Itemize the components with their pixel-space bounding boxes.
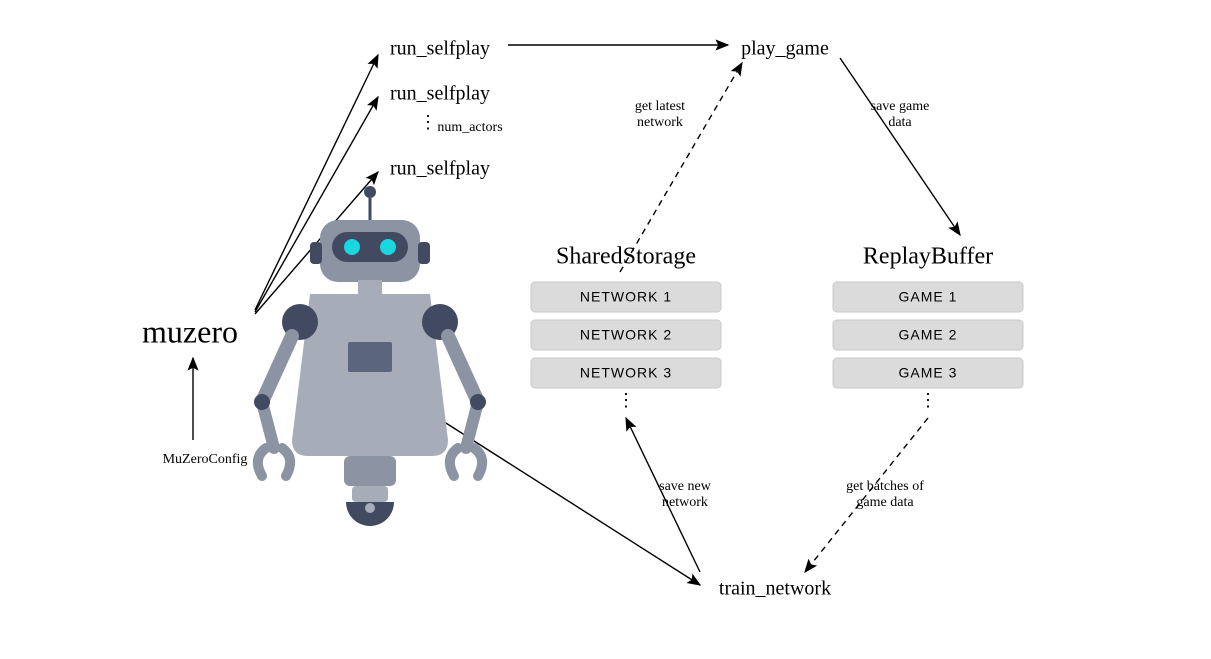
edge-label-get-batches: game data [856,495,914,510]
muzero-label: muzero [142,313,238,349]
vdots: ⋮ [617,390,635,410]
play-game-label: play_game [741,38,829,60]
network-item-label: NETWORK 1 [580,289,672,305]
edge-label-save-game: data [888,115,912,130]
edge-label-save-game: save game [871,99,930,114]
network-item-label: NETWORK 2 [580,327,672,343]
nodes-layer: muzero MuZeroConfig run_selfplay run_selfpl… [142,38,993,600]
edge-label-get-batches: get batches of [846,479,924,494]
game-item-label: GAME 2 [899,327,958,343]
network-item-label: NETWORK 3 [580,365,672,381]
storage-layer: NETWORK 1 NETWORK 2 NETWORK 3 ⋮ GAME 1 GAME 2… [531,282,1023,410]
vdots: ⋮ [919,390,937,410]
arrow [620,63,742,272]
run-selfplay-3: run_selfplay [390,158,490,180]
game-item-label: GAME 3 [899,365,958,381]
edge-label-get-latest: network [637,115,683,130]
game-item-label: GAME 1 [899,289,958,305]
edge-label-save-new: network [662,495,708,510]
edge-label-save-new: save new [659,479,712,494]
arrow [840,58,960,235]
muzero-config-label: MuZeroConfig [163,452,248,467]
replay-buffer-title: ReplayBuffer [863,244,993,270]
run-selfplay-1: run_selfplay [390,38,490,60]
train-network-label: train_network [719,578,831,600]
shared-storage-title: SharedStorage [556,244,696,270]
run-selfplay-2: run_selfplay [390,83,490,105]
robot-illustration [254,186,486,526]
num-actors-label: num_actors [437,120,502,135]
vdots: ⋮ [419,112,437,132]
edge-label-get-latest: get latest [635,99,685,114]
